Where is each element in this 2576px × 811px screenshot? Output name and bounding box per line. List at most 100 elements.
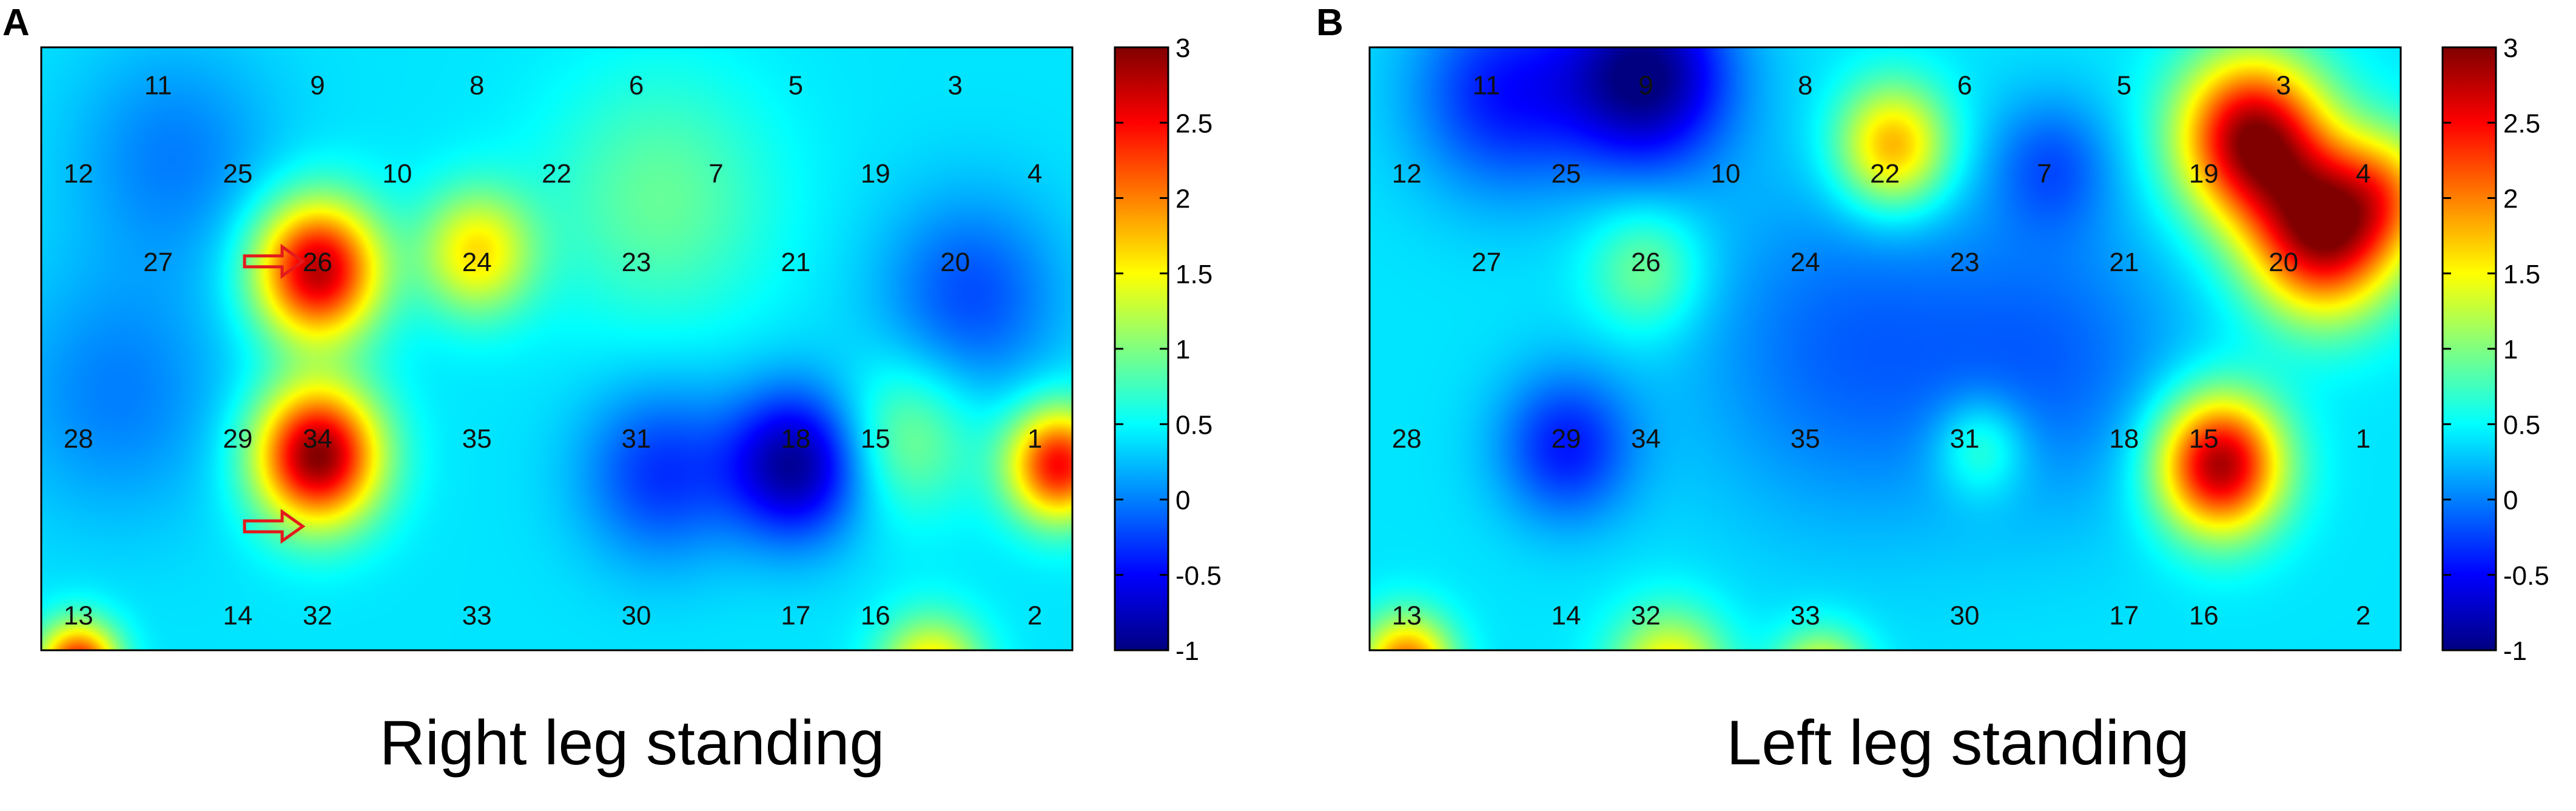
electrode-label: 2 [1027, 601, 1042, 630]
electrode-label: 9 [1638, 71, 1653, 101]
electrode-label: 26 [1631, 247, 1661, 277]
map-frame [40, 46, 1074, 651]
electrode-label: 14 [223, 601, 253, 630]
electrode-label: 8 [1798, 71, 1812, 101]
colorbar-tick-label: 3 [2503, 33, 2518, 63]
colorbar-tick-label: 1.5 [2503, 260, 2540, 289]
electrode-label: 24 [1791, 247, 1820, 277]
electrode-label: 35 [1791, 424, 1820, 454]
electrode-label: 20 [2268, 247, 2298, 277]
electrode-label: 19 [861, 159, 890, 189]
electrode-label: 31 [1950, 424, 1980, 454]
electrode-label: 8 [469, 71, 484, 101]
colorbar-tick-label: 2 [1175, 184, 1190, 214]
colorbar-tick-label: -1 [2503, 636, 2527, 666]
electrode-label: 17 [781, 601, 810, 630]
electrode-label: 3 [947, 71, 962, 101]
electrode-label: 10 [1710, 159, 1740, 189]
electrode-label: 32 [1631, 601, 1661, 630]
colorbar-tick-label: -0.5 [1175, 561, 1222, 591]
electrode-label: 1 [1027, 424, 1042, 454]
electrode-label: 30 [1950, 601, 1980, 630]
electrode-label: 15 [2189, 424, 2219, 454]
electrode-label: 34 [303, 424, 332, 454]
electrode-label: 7 [2037, 159, 2051, 189]
electrode-label: 3 [2276, 71, 2290, 101]
colorbar-tick-label: 0 [1175, 486, 1190, 516]
panel-caption: Left leg standing [1726, 708, 2189, 778]
panel-letter: A [2, 2, 30, 44]
electrode-label: 9 [310, 71, 325, 101]
panel-letter: B [1316, 2, 1343, 44]
colorbar-tick-label: -0.5 [2503, 561, 2549, 591]
panel-caption: Right leg standing [380, 708, 885, 778]
electrode-label: 18 [781, 424, 810, 454]
colorbar-tick-label: 1.5 [1175, 260, 1212, 289]
electrode-label: 14 [1552, 601, 1581, 630]
electrode-label: 19 [2189, 159, 2219, 189]
electrode-label: 31 [622, 424, 651, 454]
electrode-label: 16 [2189, 601, 2219, 630]
electrode-label: 1 [2356, 424, 2370, 454]
colorbar-tick-label: 2.5 [1175, 109, 1212, 138]
electrode-label: 29 [223, 424, 253, 454]
colorbar-tick-label: 2 [2503, 184, 2518, 214]
colorbar-tick-label: 3 [1175, 33, 1190, 63]
electrode-label: 4 [2356, 159, 2370, 189]
electrode-label: 23 [1950, 247, 1980, 277]
electrode-label: 18 [2109, 424, 2139, 454]
colorbar-tick-label: 0 [2503, 486, 2518, 516]
electrode-label: 27 [143, 247, 173, 277]
colorbar-tick-label: 1 [2503, 335, 2518, 365]
electrode-label: 6 [629, 71, 644, 101]
electrode-label: 22 [1870, 159, 1900, 189]
electrode-label: 4 [1027, 159, 1042, 189]
electrode-label: 33 [462, 601, 492, 630]
electrode-label: 24 [462, 247, 492, 277]
electrode-label: 30 [622, 601, 651, 630]
electrode-label: 15 [861, 424, 890, 454]
electrode-label: 35 [462, 424, 492, 454]
electrode-label: 28 [64, 424, 93, 454]
electrode-label: 13 [64, 601, 93, 630]
electrode-label: 33 [1791, 601, 1820, 630]
electrode-label: 13 [1392, 601, 1422, 630]
electrode-label: 16 [861, 601, 890, 630]
colorbar-tick-label: 0.5 [1175, 410, 1212, 440]
electrode-label: 22 [542, 159, 571, 189]
electrode-label: 34 [1631, 424, 1661, 454]
electrode-label: 32 [303, 601, 332, 630]
electrode-label: 27 [1471, 247, 1501, 277]
electrode-label: 28 [1392, 424, 1422, 454]
arrow-marker [243, 508, 306, 544]
heatmap-surface [1370, 47, 2401, 650]
electrode-label: 25 [1552, 159, 1581, 189]
heatmap-surface [41, 47, 1072, 650]
electrode-label: 29 [1552, 424, 1581, 454]
electrode-label: 11 [144, 71, 172, 101]
electrode-label: 12 [64, 159, 93, 189]
electrode-label: 5 [2117, 71, 2131, 101]
electrode-label: 7 [708, 159, 723, 189]
electrode-label: 25 [223, 159, 253, 189]
colorbar-tick-label: -1 [1175, 636, 1199, 666]
electrode-label: 2 [2356, 601, 2370, 630]
electrode-label: 23 [622, 247, 651, 277]
colorbar [1114, 46, 1169, 651]
electrode-label: 21 [2109, 247, 2139, 277]
colorbar-tick-label: 2.5 [2503, 109, 2540, 138]
electrode-label: 21 [781, 247, 810, 277]
electrode-label: 6 [1957, 71, 1972, 101]
arrow-marker [243, 244, 306, 279]
electrode-label: 5 [789, 71, 803, 101]
electrode-label: 17 [2109, 601, 2139, 630]
electrode-label: 10 [382, 159, 412, 189]
colorbar-tick-label: 1 [1175, 335, 1190, 365]
colorbar-tick-label: 0.5 [2503, 410, 2540, 440]
electrode-label: 12 [1392, 159, 1422, 189]
electrode-label: 26 [303, 247, 332, 277]
map-frame [1368, 46, 2402, 651]
